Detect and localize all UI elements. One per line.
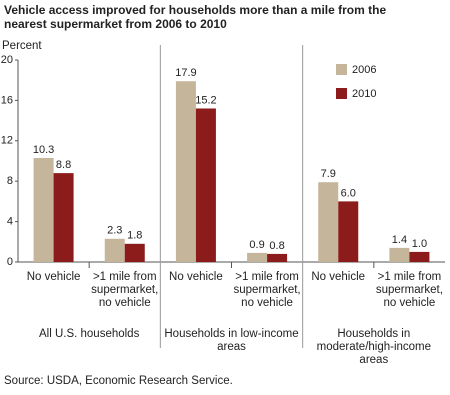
data-label: 2.3: [107, 225, 122, 237]
data-label: 1.4: [392, 234, 407, 246]
data-label: 17.9: [175, 67, 196, 79]
data-label: 8.8: [56, 159, 71, 171]
group-label: All U.S. households: [38, 328, 140, 340]
bar: [338, 201, 359, 262]
bar: [318, 182, 339, 262]
group-label: Households in moderate/high-income areas: [316, 328, 432, 366]
bar: [33, 157, 54, 262]
bar: [104, 238, 125, 262]
source-note: Source: USDA, Economic Research Service.: [4, 375, 233, 387]
x-tick-label: No vehicle: [26, 271, 81, 283]
y-tick-label: 16: [1, 94, 13, 106]
bar: [175, 81, 196, 263]
x-tick-label: >1 mile from supermarket, no vehicle: [233, 271, 301, 309]
y-tick-label: 0: [7, 256, 13, 268]
legend-swatch: [336, 64, 347, 75]
y-tick-label: 12: [1, 135, 13, 147]
data-label: 1.0: [412, 238, 427, 250]
data-label: 15.2: [195, 94, 216, 106]
x-tick-label: >1 mile from supermarket, no vehicle: [375, 271, 443, 309]
bar: [247, 252, 268, 262]
data-label: 6.0: [341, 187, 356, 199]
y-axis-label: Percent: [2, 40, 42, 52]
legend-swatch: [336, 88, 347, 99]
y-tick-label: 20: [1, 54, 13, 66]
x-tick-label: No vehicle: [169, 271, 223, 283]
bar: [124, 243, 145, 262]
bar: [195, 108, 216, 262]
x-tick-label: No vehicle: [311, 271, 366, 283]
group-label: Households in low-income areas: [164, 328, 299, 353]
data-label: 7.9: [321, 168, 336, 180]
data-label: 0.9: [249, 239, 264, 251]
bar: [389, 247, 410, 262]
bar: [267, 253, 288, 262]
data-label: 1.8: [127, 230, 142, 242]
data-label: 10.3: [33, 144, 54, 156]
y-tick-label: 4: [7, 216, 13, 228]
bar: [53, 173, 74, 262]
x-tick-label: >1 mile from supermarket, no vehicle: [91, 271, 159, 309]
y-tick-label: 8: [7, 175, 13, 187]
data-label: 0.8: [269, 240, 284, 252]
bar: [409, 251, 430, 262]
legend-label: 2006: [352, 64, 376, 76]
chart-title: Vehicle access improved for households m…: [4, 3, 387, 31]
legend-label: 2010: [352, 88, 376, 100]
